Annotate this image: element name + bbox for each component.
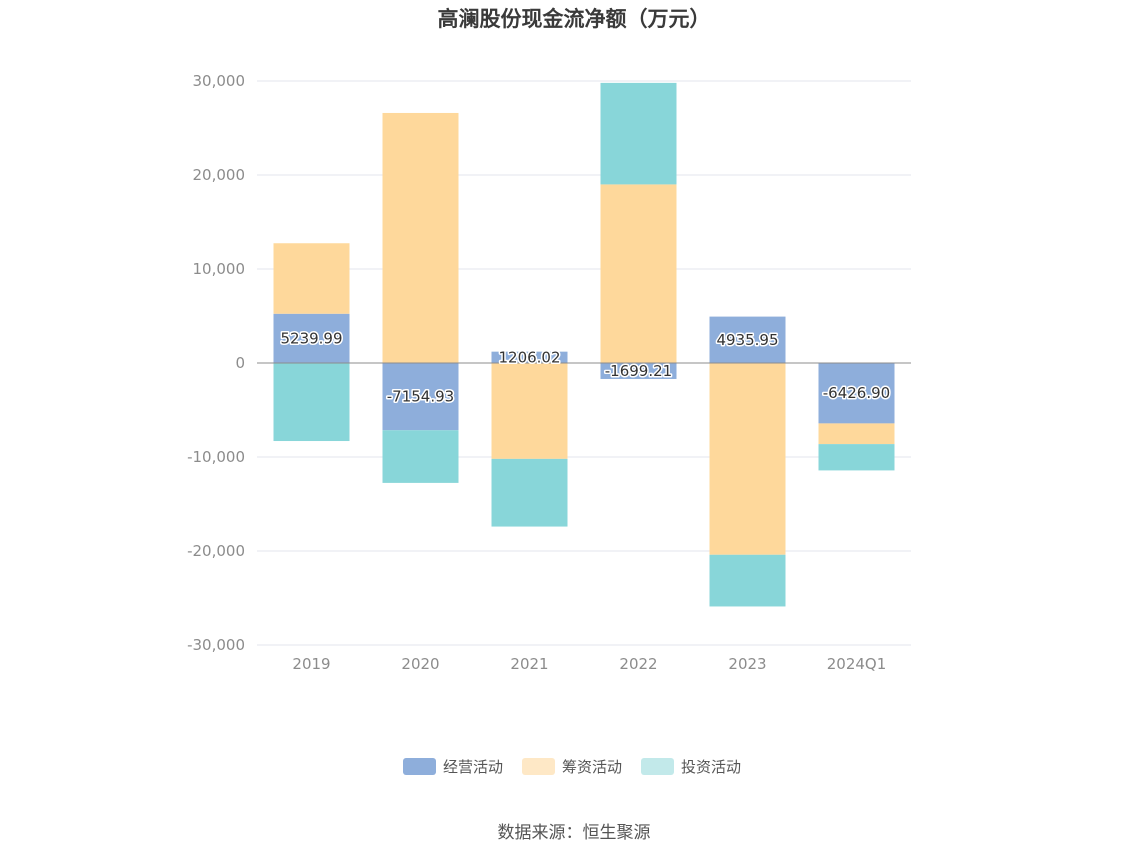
legend-swatch[interactable] — [641, 758, 674, 775]
legend-swatch[interactable] — [403, 758, 436, 775]
x-tick-label: 2022 — [619, 655, 657, 673]
x-axis-ticks: 2019 2020 2021 2022 2023 2024Q1 — [292, 655, 886, 673]
data-label: 5239.99 — [280, 329, 342, 347]
x-tick-label: 2020 — [401, 655, 439, 673]
data-labels: 5239.99 -7154.93 1206.02 -1699.21 4935.95 -64… — [279, 328, 892, 407]
x-tick-label: 2021 — [510, 655, 548, 673]
data-label: 1206.02 — [498, 348, 560, 366]
data-label: -6426.90 — [823, 384, 890, 402]
bar-operating[interactable] — [273, 313, 350, 363]
grid-lines — [257, 80, 911, 646]
x-tick-label: 2023 — [728, 655, 766, 673]
y-tick-label: -30,000 — [187, 636, 245, 654]
bar-operating[interactable] — [818, 363, 895, 424]
bar-financing[interactable] — [382, 112, 459, 364]
y-tick-label: 20,000 — [193, 166, 246, 184]
y-tick-label: 30,000 — [193, 72, 246, 90]
y-tick-label: -20,000 — [187, 542, 245, 560]
bar-operating[interactable] — [709, 316, 786, 363]
chart-title: 高澜股份现金流净额（万元） — [438, 7, 711, 31]
bar-investing[interactable] — [382, 430, 459, 483]
bar-financing[interactable] — [818, 423, 895, 445]
data-label: -7154.93 — [387, 388, 454, 406]
bar-investing[interactable] — [491, 458, 568, 527]
legend-label[interactable]: 经营活动 — [443, 758, 503, 776]
bar-investing[interactable] — [273, 363, 350, 442]
y-tick-label: -10,000 — [187, 448, 245, 466]
bar-investing[interactable] — [818, 444, 895, 471]
bar-financing[interactable] — [273, 243, 350, 314]
bar-investing[interactable] — [709, 554, 786, 607]
legend-label[interactable]: 投资活动 — [681, 758, 741, 776]
bar-financing[interactable] — [600, 184, 677, 363]
source-note: 数据来源：恒生聚源 — [498, 823, 651, 843]
bar-financing[interactable] — [709, 363, 786, 555]
y-tick-label: 10,000 — [193, 260, 246, 278]
y-axis-ticks: 30,000 20,000 10,000 0 -10,000 -20,000 -30,000 — [187, 72, 245, 654]
bar-investing[interactable] — [600, 82, 677, 185]
bar-financing[interactable] — [491, 363, 568, 459]
bar-operating[interactable] — [491, 351, 568, 363]
bars — [273, 82, 895, 607]
y-tick-label: 0 — [235, 354, 245, 372]
x-tick-label: 2019 — [292, 655, 330, 673]
bar-operating[interactable] — [382, 363, 459, 431]
x-tick-label: 2024Q1 — [827, 655, 887, 673]
bar-operating[interactable] — [600, 363, 677, 379]
legend-swatch[interactable] — [522, 758, 555, 775]
data-label: 4935.95 — [716, 331, 778, 349]
legend: 经营活动 筹资活动 投资活动 — [403, 758, 741, 776]
legend-label[interactable]: 筹资活动 — [562, 758, 622, 776]
data-label: -1699.21 — [605, 362, 672, 380]
